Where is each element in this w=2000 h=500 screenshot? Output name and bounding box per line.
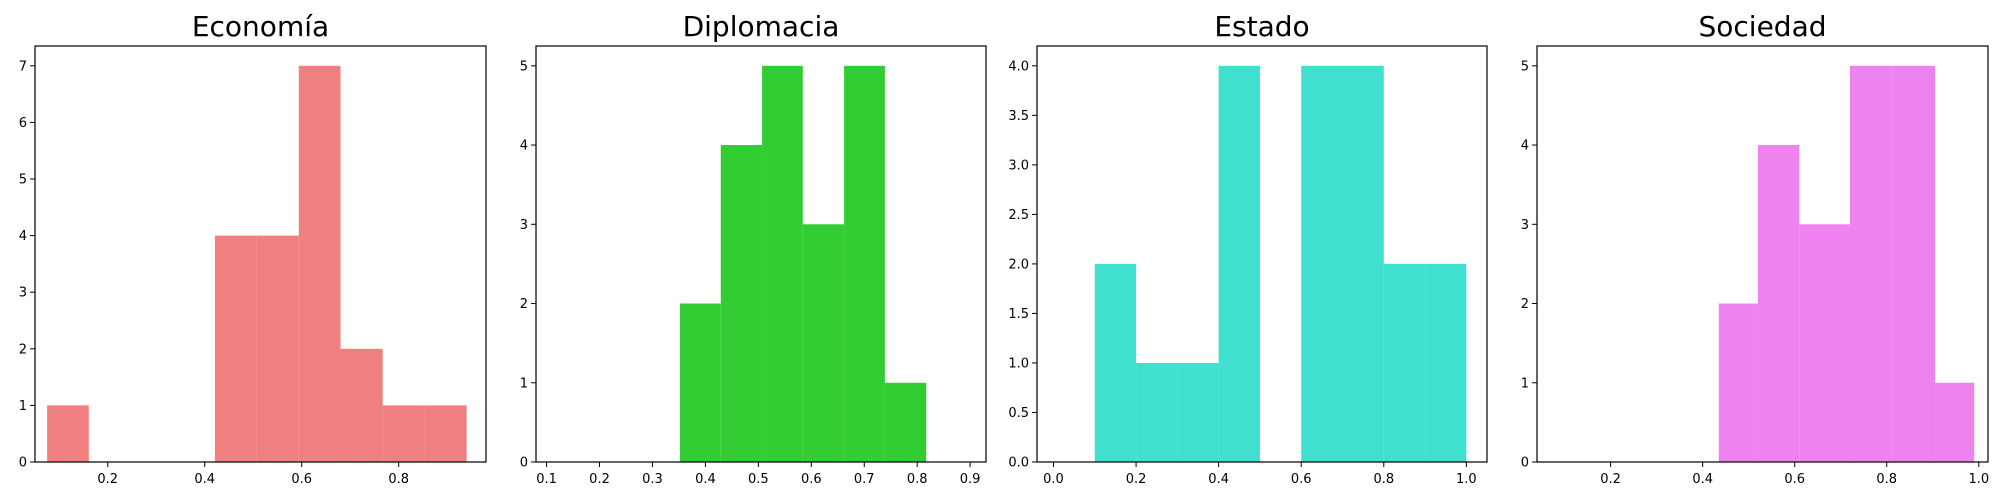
histogram-bar — [382, 405, 425, 462]
subplot-title: Economía — [192, 10, 329, 43]
y-tick-label: 1.0 — [1008, 356, 1029, 371]
histogram-bar — [1425, 263, 1467, 462]
axes-frame — [535, 45, 987, 463]
y-tick-label: 2 — [1521, 297, 1529, 312]
y-tick-label: 0 — [1521, 456, 1529, 471]
x-tick-label: 0.4 — [695, 472, 716, 487]
x-tick-label: 0.8 — [1876, 472, 1897, 487]
x-tick-label: 0.6 — [1291, 472, 1312, 487]
y-tick-label: 3 — [19, 286, 27, 301]
y-tick-label: 6 — [19, 116, 27, 131]
x-tick-label: 0.1 — [536, 472, 557, 487]
x-tick-label: 1.0 — [1456, 472, 1477, 487]
subplot-3: 0.0 0.2 0.4 0.6 0.8 1.0 0.0 0.5 1.0 1.5 2.0 2.5 3.0 3… — [1008, 10, 1488, 487]
x-tick-label: 0.8 — [388, 472, 409, 487]
x-tick-label: 0.7 — [854, 472, 875, 487]
x-tick-label: 0.4 — [194, 472, 215, 487]
histogram-bar — [1094, 263, 1137, 462]
subplot-title: Estado — [1214, 10, 1309, 43]
histogram-bar — [1849, 65, 1892, 463]
histogram-bar — [256, 235, 299, 462]
subplot-4: 0.2 0.4 0.6 0.8 1.0 0 1 2 3 4 5 Sociedad — [1521, 10, 1989, 487]
y-tick-label: 7 — [19, 59, 27, 74]
x-tick-label: 0.2 — [589, 472, 610, 487]
y-tick-label: 1.5 — [1008, 307, 1029, 322]
x-tick-label: 0.4 — [1208, 472, 1229, 487]
y-tick-label: 3 — [1521, 218, 1529, 233]
axes-frame — [1036, 45, 1488, 463]
histogram-bar — [1301, 65, 1343, 463]
histogram-bar — [1757, 145, 1800, 463]
x-tick-label: 0.2 — [1126, 472, 1147, 487]
x-tick-label: 0.6 — [291, 472, 312, 487]
y-tick-label: 0 — [19, 456, 27, 471]
histogram-bar — [844, 65, 885, 463]
histogram-bar — [298, 65, 341, 463]
y-tick-label: 2.0 — [1008, 257, 1029, 272]
y-tick-label: 5 — [520, 59, 528, 74]
histogram-bar — [680, 303, 721, 462]
x-tick-label: 0.2 — [97, 472, 118, 487]
subplot-2: 0.1 0.2 0.3 0.4 0.5 0.6 0.7 0.8 0.9 0 1 2 3 4 5 Diploma… — [520, 10, 987, 487]
x-tick-label: 1.0 — [1968, 472, 1989, 487]
x-tick-label: 0.9 — [960, 472, 981, 487]
histogram-bar — [1935, 382, 1975, 462]
histogram-bar — [884, 382, 927, 462]
histogram-bar — [424, 405, 467, 462]
x-tick-label: 0.5 — [748, 472, 769, 487]
axes-frame — [1536, 45, 1989, 463]
x-tick-label: 0.8 — [1373, 472, 1394, 487]
x-tick-label: 0.4 — [1692, 472, 1713, 487]
x-tick-label: 0.6 — [801, 472, 822, 487]
subplot-title: Diplomacia — [683, 10, 840, 43]
histogram-bar — [1891, 65, 1936, 463]
y-tick-label: 5 — [1521, 59, 1529, 74]
histogram-bar — [1136, 362, 1178, 462]
x-tick-label: 0.2 — [1600, 472, 1621, 487]
y-tick-label: 5 — [19, 173, 27, 188]
y-tick-label: 4 — [1521, 139, 1529, 154]
y-tick-label: 1 — [19, 399, 27, 414]
y-tick-label: 3.5 — [1008, 109, 1029, 124]
histogram-bar — [762, 65, 803, 463]
histogram-bar — [1718, 303, 1758, 462]
histogram-bar — [1342, 65, 1384, 463]
y-tick-label: 0.5 — [1008, 406, 1029, 421]
x-tick-label: 0.8 — [907, 472, 928, 487]
x-tick-label: 0.6 — [1784, 472, 1805, 487]
axes-frame — [34, 45, 487, 463]
y-tick-label: 2 — [520, 297, 528, 312]
histogram-bar — [1383, 263, 1426, 462]
y-tick-label: 4.0 — [1008, 59, 1029, 74]
histogram-bar — [1799, 224, 1850, 462]
y-tick-label: 0.0 — [1008, 456, 1029, 471]
y-tick-label: 1 — [520, 376, 528, 391]
y-tick-label: 2.5 — [1008, 208, 1029, 223]
histogram-bar — [1218, 65, 1260, 463]
histogram-bar — [47, 405, 89, 462]
histogram-bar — [802, 224, 845, 462]
histogram-bar — [720, 145, 763, 463]
histogram-bar — [1177, 362, 1219, 462]
y-tick-label: 3 — [520, 218, 528, 233]
x-tick-label: 0.0 — [1043, 472, 1064, 487]
y-tick-label: 4 — [520, 139, 528, 154]
y-tick-label: 1 — [1521, 376, 1529, 391]
y-tick-label: 4 — [19, 229, 27, 244]
y-tick-label: 0 — [520, 456, 528, 471]
histogram-bar — [214, 235, 257, 462]
subplot-1: 0.2 0.4 0.6 0.8 0 1 2 3 4 5 6 7 Economía — [19, 10, 487, 487]
y-tick-label: 2 — [19, 342, 27, 357]
y-tick-label: 3.0 — [1008, 158, 1029, 173]
histogram-bar — [340, 348, 383, 462]
subplot-title: Sociedad — [1698, 10, 1826, 43]
x-tick-label: 0.3 — [642, 472, 663, 487]
